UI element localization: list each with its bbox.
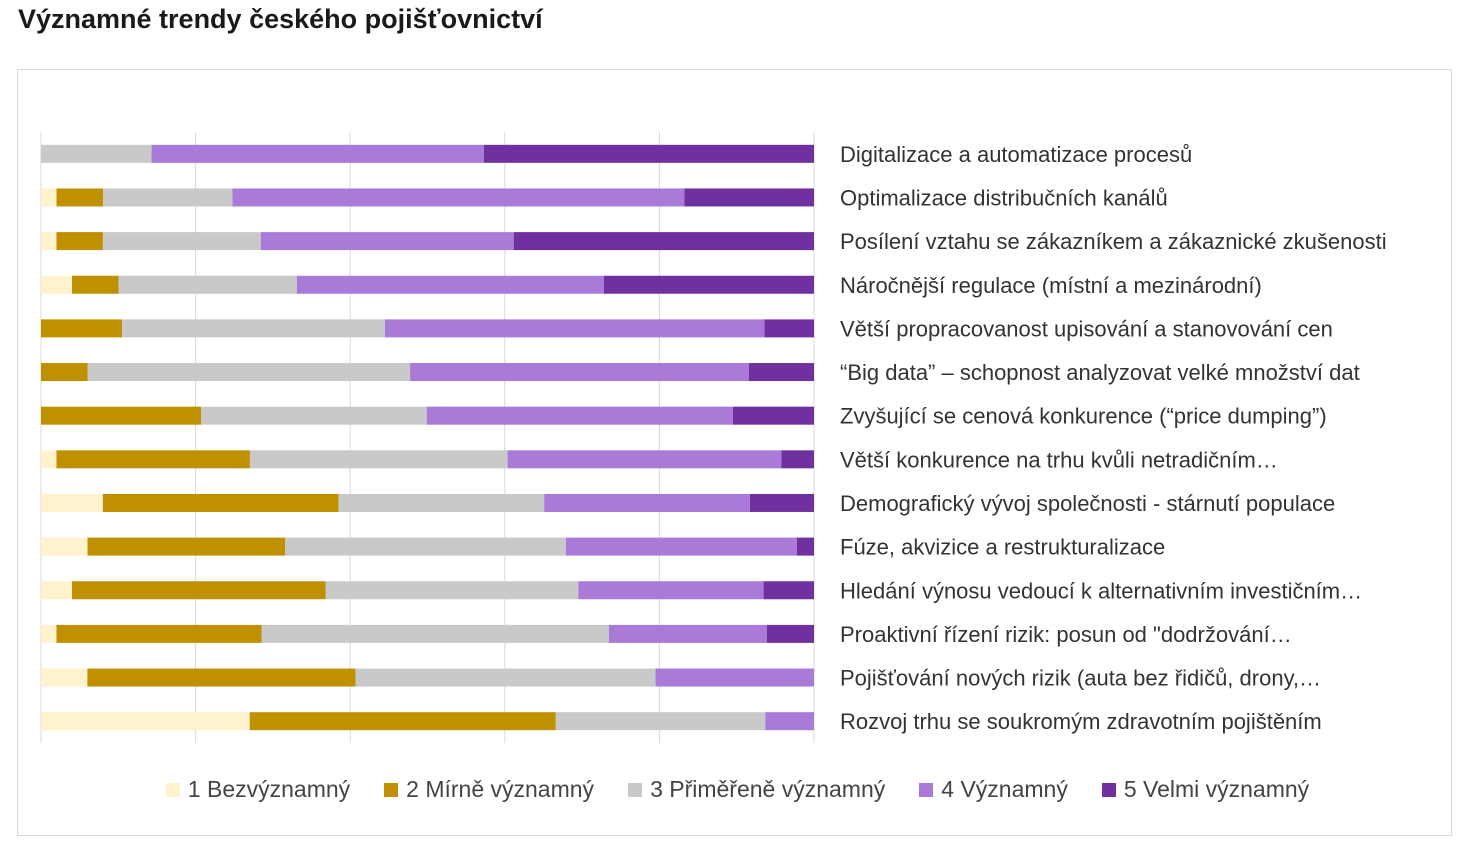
legend-label: 3 Přiměřeně významný xyxy=(650,776,886,802)
category-label: Větší konkurence na trhu kvůli netradičn… xyxy=(840,447,1278,472)
category-label: Demografický vývoj společnosti - stárnut… xyxy=(840,491,1335,516)
bar-segment xyxy=(41,450,57,469)
bar-segment xyxy=(103,188,233,207)
bar-segment xyxy=(87,668,356,687)
category-label: Posílení vztahu se zákazníkem a zákaznic… xyxy=(840,229,1387,254)
category-label: Větší propracovanost upisování a stanovo… xyxy=(840,316,1333,341)
legend-item: 3 Přiměřeně významný xyxy=(628,776,885,803)
bar-segment xyxy=(41,275,73,294)
bar-segment xyxy=(748,363,814,382)
bar-segment xyxy=(151,144,484,163)
bar-segment xyxy=(513,232,814,251)
bar-segment xyxy=(763,581,814,600)
bar-segment xyxy=(555,712,766,731)
bar-segment xyxy=(87,363,411,382)
bar-segment xyxy=(749,493,814,512)
bar-segment xyxy=(249,712,556,731)
legend-item: 4 Významný xyxy=(919,776,1068,803)
bar-segment xyxy=(608,624,767,643)
bar-segment xyxy=(41,624,57,643)
bar-segment xyxy=(122,319,385,338)
bar-segment xyxy=(41,363,88,382)
category-label: “Big data” – schopnost analyzovat velké … xyxy=(840,360,1360,385)
bar-segment xyxy=(483,144,814,163)
bar-segment xyxy=(102,232,261,251)
category-label: Pojišťování nových rizik (auta bez řidič… xyxy=(840,666,1321,691)
bar-segment xyxy=(544,493,750,512)
legend-item: 5 Velmi významný xyxy=(1101,776,1310,803)
bar-segment xyxy=(56,232,103,251)
bar-segment xyxy=(655,668,814,687)
legend-label: 2 Mírně významný xyxy=(406,776,595,802)
bar-segment xyxy=(796,537,814,556)
bar-segment xyxy=(684,188,814,207)
bar-segment xyxy=(201,406,427,425)
legend-item: 1 Bezvýznamný xyxy=(165,776,351,803)
category-label: Hledání výnosu vedoucí k alternativním i… xyxy=(840,578,1362,603)
bar-segment xyxy=(507,450,782,469)
bar-segment xyxy=(249,450,508,469)
bar-segment xyxy=(410,363,749,382)
category-label: Fúze, akvizice a restrukturalizace xyxy=(840,535,1165,560)
bar-segment xyxy=(261,624,609,643)
bar-segment xyxy=(260,232,514,251)
chart-legend: 1 Bezvýznamný 2 Mírně významný 3 Přiměřeně… xyxy=(0,776,1475,803)
bar-segment xyxy=(56,188,104,207)
bar-segment xyxy=(426,406,733,425)
bar-segment xyxy=(41,406,202,425)
bar-segment xyxy=(765,712,814,731)
chart-title: Významné trendy českého pojišťovnictví xyxy=(18,4,543,34)
bar-segment xyxy=(565,537,797,556)
category-label: Rozvoj trhu se soukromým zdravotním poji… xyxy=(840,709,1322,734)
bar-segment xyxy=(766,624,814,643)
bar-segment xyxy=(384,319,765,338)
legend-label: 4 Významný xyxy=(941,776,1068,802)
legend-swatch xyxy=(628,782,643,797)
bar-segment xyxy=(296,275,604,294)
bar-segment xyxy=(41,188,57,207)
bar-segment xyxy=(41,493,103,512)
legend-swatch xyxy=(384,782,399,797)
bar-segment xyxy=(41,144,152,163)
bar-segment xyxy=(355,668,656,687)
bar-segment xyxy=(118,275,297,294)
bar-segment xyxy=(732,406,815,425)
bar-segment xyxy=(41,319,123,338)
bar-segment xyxy=(41,581,73,600)
bar-segment xyxy=(87,537,286,556)
bar-segment xyxy=(338,493,545,512)
legend-swatch xyxy=(1101,782,1116,797)
legend-swatch xyxy=(919,782,934,797)
category-label: Zvyšující se cenová konkurence (“price d… xyxy=(840,404,1327,429)
category-label: Náročnější regulace (místní a mezinárodn… xyxy=(840,273,1262,298)
bar-segment xyxy=(41,232,57,251)
bar-segment xyxy=(56,450,250,469)
legend-item: 2 Mírně významný xyxy=(384,776,594,803)
bar-segment xyxy=(285,537,566,556)
bar-segment xyxy=(232,188,685,207)
bar-segment xyxy=(56,624,262,643)
bar-segment xyxy=(102,493,339,512)
legend-label: 1 Bezvýznamný xyxy=(187,776,351,802)
bar-segment xyxy=(41,668,88,687)
bar-segment xyxy=(781,450,814,469)
legend-label: 5 Velmi významný xyxy=(1123,776,1310,802)
bar-segment xyxy=(325,581,579,600)
bar-segment xyxy=(41,712,250,731)
chart-plot: Digitalizace a automatizace procesů Optim… xyxy=(40,132,1387,743)
bar-segment xyxy=(603,275,814,294)
category-label: Digitalizace a automatizace procesů xyxy=(840,142,1192,167)
bar-segment xyxy=(764,319,814,338)
bar-segment xyxy=(72,581,326,600)
bar-segment xyxy=(72,275,119,294)
bar-segment xyxy=(578,581,764,600)
category-label: Proaktivní řízení rizik: posun od "dodrž… xyxy=(840,622,1292,647)
legend-swatch xyxy=(165,782,180,797)
category-label: Optimalizace distribučních kanálů xyxy=(840,185,1168,210)
bar-segment xyxy=(41,537,88,556)
